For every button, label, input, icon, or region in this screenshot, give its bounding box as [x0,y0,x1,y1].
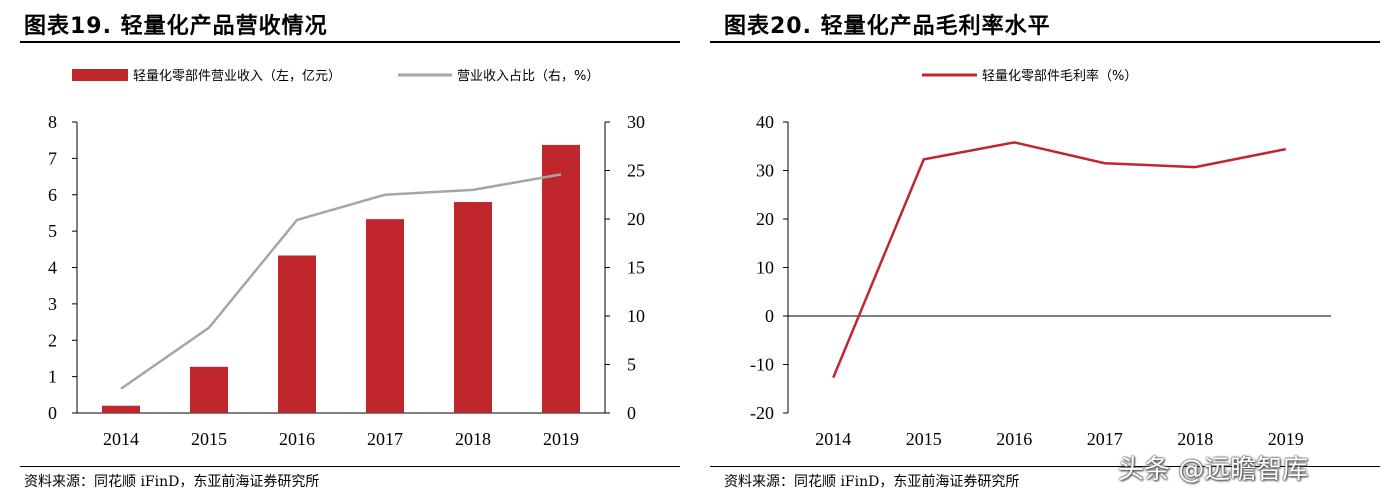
y-tick-label: 40 [756,112,774,132]
y-left-tick-label: 5 [48,221,57,241]
x-tick-label: 2016 [996,429,1032,449]
y-left-tick-label: 4 [48,258,57,278]
legend-label-margin: 轻量化零部件毛利率（%） [982,68,1137,84]
x-tick-label: 2019 [1268,429,1304,449]
y-left-tick-label: 0 [48,403,57,423]
watermark: 头条 @远瞻智库 [1118,455,1309,485]
x-tick-label: 2017 [367,429,403,449]
revenue-bar [366,219,404,413]
gross-margin-line [832,141,1286,379]
x-tick-label: 2018 [455,429,491,449]
revenue-bar [190,366,228,413]
x-tick-label: 2018 [1177,429,1213,449]
revenue-bar [454,202,492,413]
x-tick-label: 2015 [191,429,227,449]
revenue-share-line [120,173,562,390]
y-tick-label: 30 [756,161,774,181]
y-left-tick-label: 2 [48,330,57,350]
plot-area: -20 -10 0 10 20 30 40 2014 2015 2016 2017 2018 2019 [750,112,1331,449]
revenue-bar [278,255,316,413]
y-right-tick-label: 10 [627,306,645,326]
figure-19-source: 资料来源：同花顺 iFinD，东亚前海证券研究所 [24,474,320,490]
y-right-tick-label: 20 [627,209,645,229]
y-left-tick-label: 1 [48,367,57,387]
x-tick-label: 2016 [279,429,315,449]
x-tick-label: 2014 [103,429,139,449]
legend: 轻量化零部件毛利率（%） [922,68,1137,84]
x-tick-label: 2017 [1087,429,1123,449]
figure-20: 图表20. 轻量化产品毛利率水平 轻量化零部件毛利率（%） -20 -10 0 10 2… [700,0,1392,500]
y-tick-label: -10 [750,355,774,375]
x-tick-label: 2015 [906,429,942,449]
y-right-tick-label: 30 [627,112,645,132]
y-right-tick-label: 15 [627,258,645,278]
y-tick-label: 20 [756,209,774,229]
gross-margin-chart: 轻量化零部件毛利率（%） -20 -10 0 10 20 30 40 2014 2015 2016… [750,68,1331,449]
y-right-tick-label: 0 [627,403,636,423]
y-tick-label: 10 [756,258,774,278]
y-tick-label: 0 [765,306,774,326]
legend-label-share: 营业收入占比（右，%） [457,69,599,84]
revenue-bar [542,144,580,413]
title-rule [710,41,1380,43]
plot-area: 0 1 2 3 4 5 6 7 8 0 5 10 15 20 25 30 2014 2015 2016 2017 201… [48,112,645,449]
x-tick-label: 2019 [543,429,579,449]
figure-19-title: 图表19. 轻量化产品营收情况 [24,14,328,39]
figure-20-source: 资料来源：同花顺 iFinD，东亚前海证券研究所 [724,474,1020,490]
figure-19: 图表19. 轻量化产品营收情况 轻量化零部件营业收入（左，亿元） 营业收入占比（… [0,0,690,500]
y-left-tick-label: 8 [48,112,57,132]
y-right-tick-label: 25 [627,161,645,181]
source-rule [710,466,1380,467]
legend: 轻量化零部件营业收入（左，亿元） 营业收入占比（右，%） [72,69,599,84]
y-tick-label: -20 [750,403,774,423]
revenue-chart: 轻量化零部件营业收入（左，亿元） 营业收入占比（右，%） 0 1 2 3 4 5 6 7 8 0 5… [48,69,645,449]
figure-20-title: 图表20. 轻量化产品毛利率水平 [724,14,1051,39]
y-left-tick-label: 3 [48,294,57,314]
source-rule [20,466,680,467]
legend-label-revenue: 轻量化零部件营业收入（左，亿元） [133,69,341,84]
revenue-bar [102,405,140,413]
y-left-tick-label: 7 [48,148,57,168]
legend-swatch-bar [72,69,128,81]
x-tick-label: 2014 [815,429,851,449]
title-rule [20,41,680,43]
y-right-tick-label: 5 [627,355,636,375]
y-left-tick-label: 6 [48,185,57,205]
